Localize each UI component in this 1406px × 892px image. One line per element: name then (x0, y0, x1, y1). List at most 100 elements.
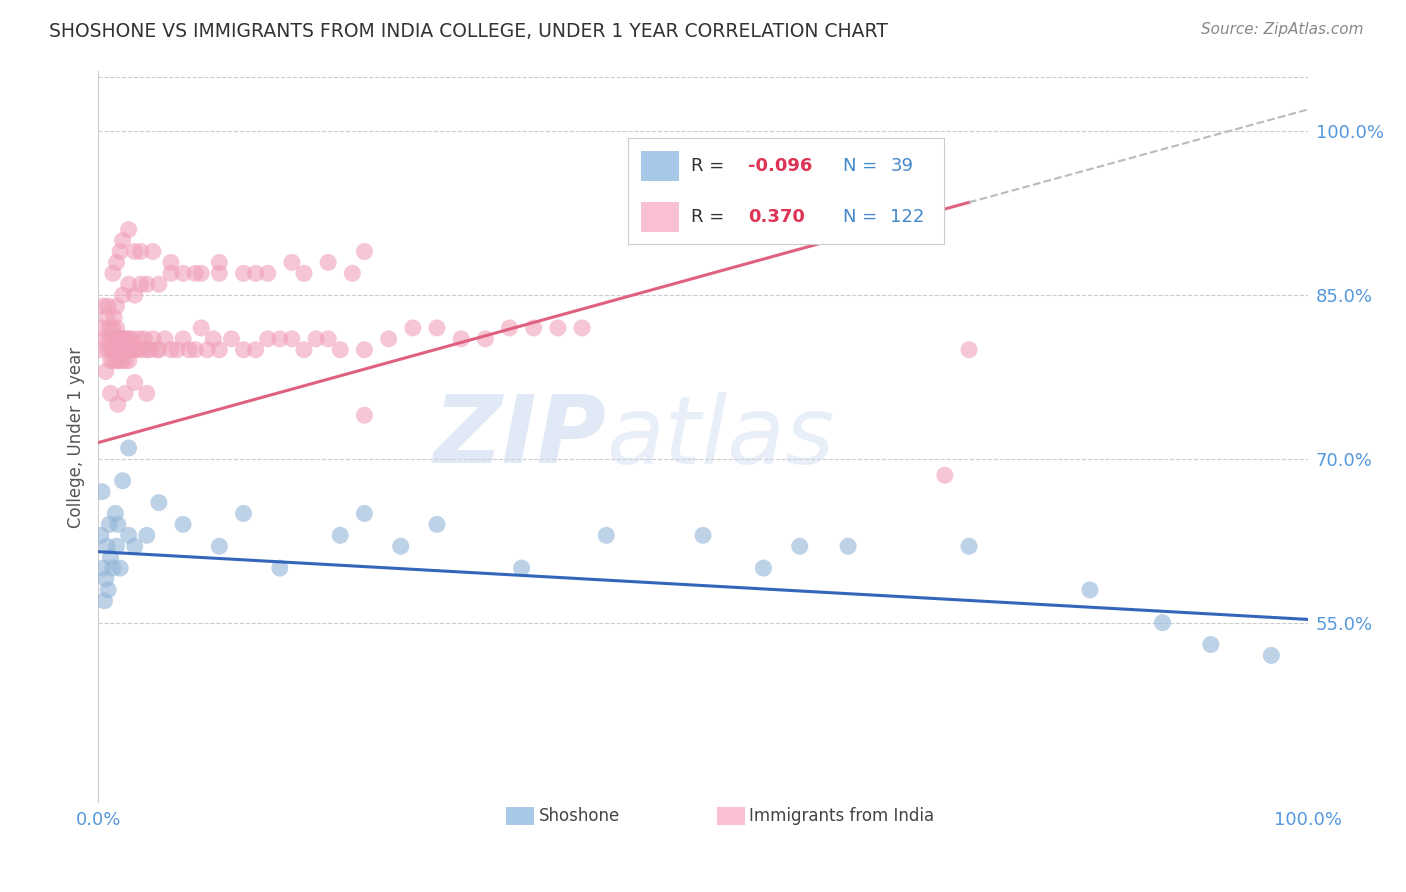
Point (342, 266, 364, 280)
Point (353, 409, 375, 423)
Point (114, 386, 136, 401)
Point (202, 332, 225, 346)
Point (118, 222, 141, 236)
Point (256, 266, 278, 280)
Point (232, 507, 254, 521)
Point (208, 539, 231, 553)
Point (179, 343, 201, 357)
Point (208, 343, 231, 357)
Point (108, 561, 131, 575)
Point (135, 528, 157, 542)
Point (93, 332, 115, 346)
Point (190, 266, 212, 280)
Point (104, 343, 127, 357)
Point (232, 266, 254, 280)
Point (426, 517, 449, 532)
Point (498, 321, 520, 335)
Point (148, 343, 170, 357)
Point (1152, 615, 1174, 630)
Point (111, 343, 134, 357)
Point (101, 353, 124, 368)
Point (142, 244, 165, 259)
Point (353, 507, 375, 521)
Y-axis label: College, Under 1 year: College, Under 1 year (67, 346, 86, 528)
Point (305, 332, 328, 346)
Point (124, 244, 146, 259)
Point (934, 468, 956, 483)
Point (138, 343, 160, 357)
Point (172, 332, 194, 346)
Point (94, 365, 117, 379)
Point (172, 266, 194, 280)
Point (329, 528, 352, 542)
Point (97, 343, 120, 357)
Point (100, 550, 122, 565)
Point (316, 332, 339, 346)
Point (148, 495, 170, 509)
Point (190, 321, 212, 335)
Point (94, 572, 117, 586)
FancyBboxPatch shape (641, 151, 679, 180)
Point (98, 321, 121, 335)
Point (107, 397, 129, 411)
Point (118, 353, 141, 368)
Point (134, 332, 156, 346)
Point (103, 310, 125, 324)
Point (281, 332, 304, 346)
Point (107, 343, 129, 357)
Point (316, 255, 339, 269)
Text: R =: R = (692, 208, 724, 226)
Point (100, 353, 122, 368)
Point (93, 594, 115, 608)
Point (837, 539, 859, 553)
Point (118, 332, 141, 346)
Point (195, 343, 218, 357)
Point (108, 332, 131, 346)
Point (104, 332, 127, 346)
Point (135, 343, 157, 357)
Point (118, 277, 141, 292)
Point (789, 539, 811, 553)
Point (389, 539, 412, 553)
Point (103, 343, 125, 357)
Point (111, 234, 134, 248)
Point (101, 321, 124, 335)
Point (1078, 582, 1101, 597)
Point (104, 507, 127, 521)
Point (292, 343, 315, 357)
Point (208, 266, 231, 280)
Point (114, 343, 136, 357)
Text: R =: R = (692, 157, 724, 175)
Point (114, 353, 136, 368)
Point (96, 310, 118, 324)
Text: SHOSHONE VS IMMIGRANTS FROM INDIA COLLEGE, UNDER 1 YEAR CORRELATION CHART: SHOSHONE VS IMMIGRANTS FROM INDIA COLLEG… (49, 22, 889, 41)
Point (523, 321, 546, 335)
Point (105, 255, 128, 269)
Point (510, 561, 533, 575)
Point (221, 332, 243, 346)
Point (281, 255, 304, 269)
Point (166, 343, 188, 357)
Point (110, 353, 132, 368)
Point (108, 343, 131, 357)
Point (105, 353, 128, 368)
Point (122, 343, 145, 357)
Point (118, 528, 141, 542)
Point (127, 343, 149, 357)
Text: N =: N = (842, 157, 877, 175)
Point (752, 561, 775, 575)
Point (1199, 638, 1222, 652)
Point (111, 474, 134, 488)
Point (118, 441, 141, 455)
Point (115, 332, 138, 346)
Point (148, 277, 170, 292)
Point (450, 332, 472, 346)
Point (91, 484, 114, 499)
Point (105, 539, 128, 553)
Point (402, 321, 425, 335)
Point (97, 582, 120, 597)
Point (129, 244, 152, 259)
Text: Shoshone: Shoshone (538, 807, 620, 825)
Point (118, 343, 141, 357)
Point (91, 321, 114, 335)
